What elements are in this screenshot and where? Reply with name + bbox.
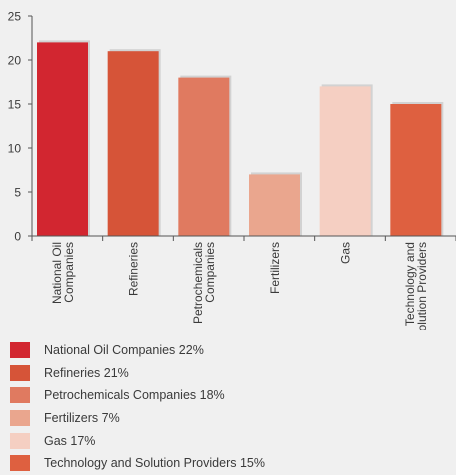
x-tick-label: Refineries [126, 242, 140, 296]
x-tick-label: Technology and [403, 242, 417, 326]
legend-item: Technology and Solution Providers 15% [10, 452, 265, 475]
legend-swatch [10, 364, 30, 381]
y-tick-label: 15 [8, 98, 22, 112]
y-tick-label: 0 [14, 230, 21, 244]
legend-label: National Oil Companies 22% [44, 343, 204, 358]
legend-swatch [10, 342, 30, 359]
legend-item: Gas 17% [10, 429, 265, 452]
y-tick-label: 25 [8, 10, 22, 24]
y-tick-label: 10 [8, 142, 22, 156]
x-tick-label: National Oil [50, 242, 64, 304]
bar [178, 77, 230, 236]
y-axis: 0 5 10 15 20 25 [8, 10, 33, 244]
legend-swatch [10, 455, 30, 472]
legend-label: Refineries 21% [44, 365, 129, 380]
y-tick-label: 20 [8, 54, 22, 68]
legend-item: Petrochemicals Companies 18% [10, 384, 265, 407]
bars-group [37, 40, 444, 237]
x-tick-label: Companies [62, 242, 76, 303]
legend-swatch [10, 410, 30, 427]
legend-swatch [10, 432, 30, 449]
legend-item: Refineries 21% [10, 362, 265, 385]
bar [107, 51, 159, 237]
legend-item: Fertilizers 7% [10, 407, 265, 430]
bar [37, 42, 88, 237]
x-tick-label: Solution Providers [415, 242, 429, 330]
bar [390, 104, 442, 236]
legend-label: Petrochemicals Companies 18% [44, 388, 225, 403]
bar [249, 174, 300, 236]
legend-item: National Oil Companies 22% [10, 339, 265, 362]
x-tick-label: Petrochemicals [191, 242, 205, 324]
bar [319, 86, 371, 237]
legend-label: Technology and Solution Providers 15% [44, 456, 265, 471]
x-tick-label: Companies [203, 242, 217, 303]
legend-label: Gas 17% [44, 433, 96, 448]
y-tick-label: 5 [14, 186, 21, 200]
legend-swatch [10, 387, 30, 404]
legend-label: Fertilizers 7% [44, 411, 120, 426]
legend: National Oil Companies 22% Refineries 21%… [10, 339, 265, 475]
x-tick-label: Gas [338, 242, 352, 264]
x-tick-label: Fertilizers [268, 242, 282, 294]
